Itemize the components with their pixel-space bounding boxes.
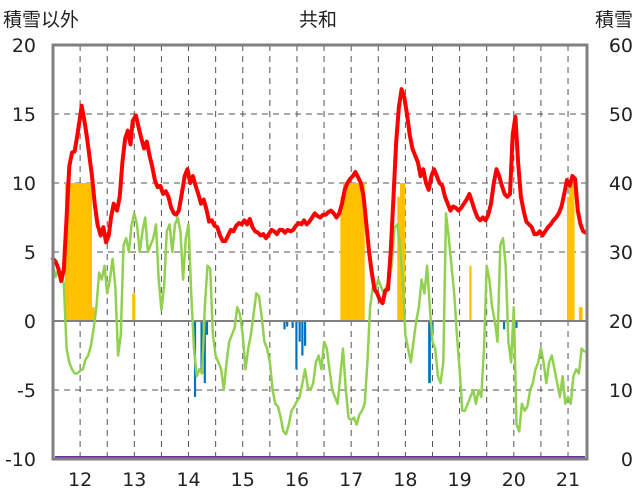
snow-bar <box>70 183 93 321</box>
negative-bar <box>301 321 304 356</box>
left-axis-title: 積雪以外 <box>3 9 79 31</box>
x-tick-label: 21 <box>556 469 580 491</box>
snow-bar <box>64 183 71 321</box>
negative-bar <box>298 321 301 342</box>
snow-bar <box>569 183 575 321</box>
snow-bar <box>343 183 365 321</box>
horizontal-gridlines <box>53 113 587 391</box>
negative-bar <box>203 321 206 384</box>
right-tick-label: 20 <box>609 311 633 333</box>
negative-bar <box>295 321 298 370</box>
snow-bar <box>469 265 472 321</box>
x-tick-label: 16 <box>285 469 309 491</box>
negative-bar <box>502 321 506 330</box>
left-tick-label: 20 <box>12 35 36 57</box>
series-lines <box>51 87 588 436</box>
snow-bar <box>566 196 570 321</box>
plot-frame <box>51 43 589 461</box>
right-tick-label: 60 <box>609 35 633 57</box>
x-tick-label: 15 <box>231 469 255 491</box>
snow-bar <box>132 293 136 321</box>
negative-bar <box>200 321 203 374</box>
snow-bar <box>397 196 400 321</box>
negative-bar <box>304 321 307 346</box>
right-axis-title: 積雪 <box>595 9 633 31</box>
x-tick-label: 12 <box>68 469 92 491</box>
snow-bar <box>340 196 344 321</box>
snow-bar <box>399 183 406 321</box>
right-axis-ticks: 60 50 40 30 20 10 0 <box>609 35 633 471</box>
left-tick-label: -5 <box>17 380 36 402</box>
snow-bar <box>92 307 95 321</box>
chart-title: 共和 <box>299 9 337 31</box>
left-tick-label: 15 <box>12 104 36 126</box>
negative-bar <box>286 321 289 327</box>
snow-bars <box>64 183 583 321</box>
red-series-line <box>51 87 588 306</box>
right-tick-label: 50 <box>609 104 633 126</box>
x-tick-label: 17 <box>339 469 363 491</box>
x-axis-ticks: 12 13 14 15 16 17 18 19 20 21 <box>68 469 580 491</box>
right-tick-label: 0 <box>621 449 633 471</box>
snow-bar <box>578 307 583 321</box>
negative-bar <box>205 321 209 335</box>
x-tick-label: 14 <box>176 469 200 491</box>
right-tick-label: 30 <box>609 242 633 264</box>
left-tick-label: 5 <box>24 242 36 264</box>
right-tick-label: 10 <box>609 380 633 402</box>
negative-bar <box>283 321 286 330</box>
right-tick-label: 40 <box>609 173 633 195</box>
left-tick-label: -10 <box>5 449 36 471</box>
x-tick-label: 19 <box>448 469 472 491</box>
x-tick-label: 18 <box>393 469 417 491</box>
left-tick-label: 0 <box>24 311 36 333</box>
x-tick-label: 20 <box>502 469 526 491</box>
negative-bar <box>515 321 518 328</box>
left-tick-label: 10 <box>12 173 36 195</box>
green-series-line <box>51 212 586 436</box>
left-axis-ticks: 20 15 10 5 0 -5 -10 <box>5 35 36 471</box>
vertical-gridlines <box>79 45 569 459</box>
negative-bar <box>428 321 431 384</box>
x-tick-label: 13 <box>122 469 146 491</box>
negative-bar <box>291 321 294 328</box>
